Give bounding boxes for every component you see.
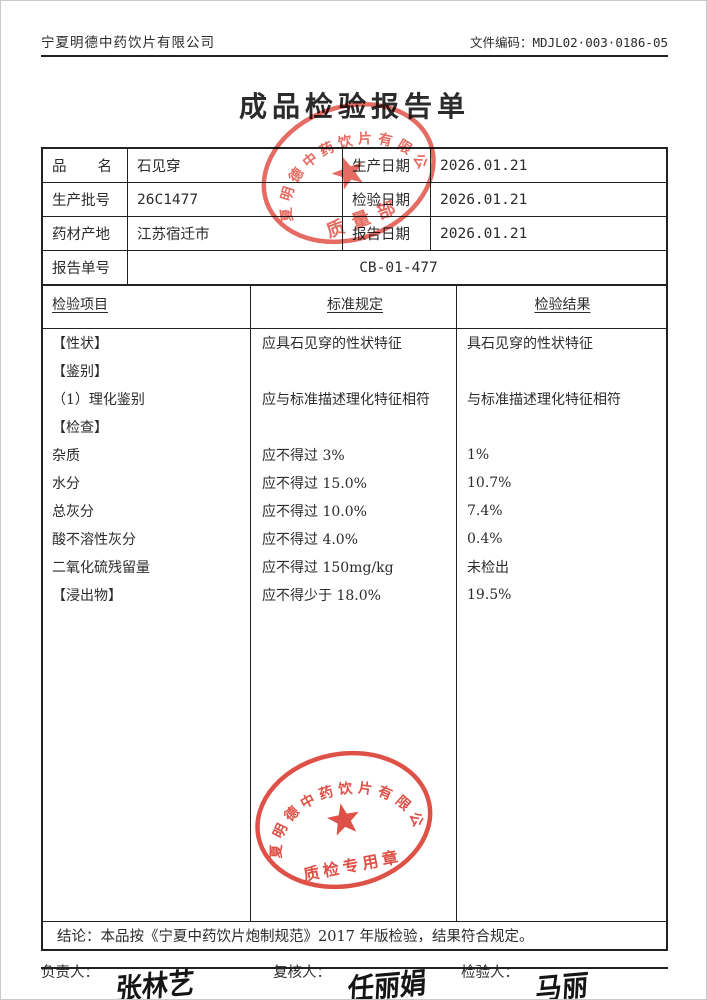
empty-cell bbox=[457, 609, 666, 921]
standard-cell: 应不得少于 18.0% bbox=[251, 581, 457, 609]
standard-cell: 应不得过 15.0% bbox=[251, 469, 457, 497]
item-cell: 二氧化硫残留量 bbox=[43, 553, 251, 581]
responsible-person: 负责人： 张林艺 bbox=[41, 961, 273, 999]
result-cell: 未检出 bbox=[467, 560, 509, 576]
footer-rule bbox=[41, 967, 668, 969]
item-cell: 【鉴别】 bbox=[43, 357, 251, 385]
report-date-value: 2026.01.21 bbox=[440, 225, 528, 242]
result-cell: 19.5% bbox=[467, 587, 512, 603]
result-cell: 具石见穿的性状特征 bbox=[467, 336, 593, 352]
result-cell: 与标准描述理化特征相符 bbox=[467, 392, 621, 408]
standard-cell: 应具石见穿的性状特征 bbox=[251, 329, 457, 357]
table-header-row: 检验项目 标准规定 检验结果 bbox=[43, 286, 666, 329]
origin-value: 江苏宿迁市 bbox=[128, 217, 343, 250]
doc-code-label: 文件编码： bbox=[470, 35, 533, 50]
item-cell: 【浸出物】 bbox=[43, 581, 251, 609]
item-cell: （1）理化鉴别 bbox=[43, 385, 251, 413]
standard-cell bbox=[251, 413, 457, 441]
field-label: 生产日期 bbox=[343, 149, 431, 182]
standard-cell: 应不得过 4.0% bbox=[251, 525, 457, 553]
doc-code: 文件编码：MDJL02·003·0186-05 bbox=[470, 32, 668, 51]
table-row: 报告单号 CB-01-477 bbox=[43, 251, 666, 284]
result-cell: 7.4% bbox=[467, 503, 503, 519]
item-cell: 水分 bbox=[43, 469, 251, 497]
company-name: 宁夏明德中药饮片有限公司 bbox=[41, 35, 215, 51]
conclusion-row: 结论： 本品按《宁夏中药饮片炮制规范》2017 年版检验，结果符合规定。 bbox=[43, 921, 666, 949]
column-header: 检验项目 bbox=[43, 286, 251, 328]
standard-cell bbox=[251, 357, 457, 385]
table-row: 药材产地 江苏宿迁市 报告日期 2026.01.21 bbox=[43, 217, 666, 251]
inspector-person: 检验人： 马丽 bbox=[461, 961, 589, 999]
table-row: 【鉴别】 bbox=[43, 357, 666, 385]
table-row: 总灰分 应不得过 10.0% 7.4% bbox=[43, 497, 666, 525]
conclusion-label: 结论： bbox=[57, 929, 101, 945]
table-row: 酸不溶性灰分 应不得过 4.0% 0.4% bbox=[43, 525, 666, 553]
item-cell: 杂质 bbox=[43, 441, 251, 469]
report-no-label: 报告单号 bbox=[43, 251, 128, 284]
header-text: 检验结果 bbox=[534, 297, 591, 313]
signature-label: 检验人： bbox=[461, 965, 519, 981]
table-row: 杂质 应不得过 3% 1% bbox=[43, 441, 666, 469]
field-label: 药材产地 bbox=[43, 217, 128, 250]
product-name-value: 石见穿 bbox=[128, 149, 343, 182]
field-label: 报告日期 bbox=[343, 217, 431, 250]
empty-cell bbox=[43, 609, 251, 921]
table-row: 【检查】 bbox=[43, 413, 666, 441]
page-header: 宁夏明德中药饮片有限公司 文件编码：MDJL02·003·0186-05 bbox=[41, 1, 668, 51]
conclusion-text: 本品按《宁夏中药饮片炮制规范》2017 年版检验，结果符合规定。 bbox=[100, 929, 534, 945]
info-table: 品名 石见穿 生产日期 2026.01.21 生产批号 26C1477 检验日期… bbox=[41, 147, 668, 284]
table-row: 【浸出物】 应不得少于 18.0% 19.5% bbox=[43, 581, 666, 609]
production-date-value: 2026.01.21 bbox=[440, 157, 528, 174]
reviewer-person: 复核人： 任丽娟 bbox=[273, 961, 461, 999]
empty-cell bbox=[251, 609, 457, 921]
signature-label: 负责人： bbox=[41, 965, 99, 981]
doc-code-value: MDJL02·003·0186-05 bbox=[532, 35, 668, 50]
result-cell bbox=[457, 357, 666, 385]
column-header: 检验结果 bbox=[457, 286, 666, 328]
item-cell: 【性状】 bbox=[43, 329, 251, 357]
label-text: 品名 bbox=[52, 159, 112, 175]
standard-cell: 应不得过 150mg/kg bbox=[251, 553, 457, 581]
table-row: （1）理化鉴别 应与标准描述理化特征相符 与标准描述理化特征相符 bbox=[43, 385, 666, 413]
item-cell: 酸不溶性灰分 bbox=[43, 525, 251, 553]
table-row: 二氧化硫残留量 应不得过 150mg/kg 未检出 bbox=[43, 553, 666, 581]
standard-cell: 应与标准描述理化特征相符 bbox=[251, 385, 457, 413]
empty-table-area bbox=[43, 609, 666, 921]
item-cell: 【检查】 bbox=[43, 413, 251, 441]
header-text: 检验项目 bbox=[52, 297, 108, 313]
table-row: 生产批号 26C1477 检验日期 2026.01.21 bbox=[43, 183, 666, 217]
result-cell: 0.4% bbox=[467, 531, 503, 547]
header-rule bbox=[41, 55, 668, 57]
signature-row: 负责人： 张林艺 复核人： 任丽娟 检验人： 马丽 bbox=[41, 961, 668, 999]
page-title: 成品检验报告单 bbox=[238, 90, 470, 123]
table-row: 水分 应不得过 15.0% 10.7% bbox=[43, 469, 666, 497]
result-cell: 10.7% bbox=[467, 475, 512, 491]
column-header: 标准规定 bbox=[251, 286, 457, 328]
field-label: 检验日期 bbox=[343, 183, 431, 216]
field-label: 品名 bbox=[43, 149, 128, 182]
item-cell: 总灰分 bbox=[43, 497, 251, 525]
standard-cell: 应不得过 10.0% bbox=[251, 497, 457, 525]
inspection-date-value: 2026.01.21 bbox=[440, 191, 528, 208]
batch-no-value: 26C1477 bbox=[128, 183, 343, 216]
header-text: 标准规定 bbox=[327, 297, 383, 313]
result-cell bbox=[457, 413, 666, 441]
table-row: 【性状】 应具石见穿的性状特征 具石见穿的性状特征 bbox=[43, 329, 666, 357]
standard-cell: 应不得过 3% bbox=[251, 441, 457, 469]
table-row: 品名 石见穿 生产日期 2026.01.21 bbox=[43, 149, 666, 183]
result-cell: 1% bbox=[467, 447, 490, 463]
inspection-table: 检验项目 标准规定 检验结果 【性状】 应具石见穿的性状特征 具石见穿的性状特征… bbox=[41, 284, 668, 951]
field-label: 生产批号 bbox=[43, 183, 128, 216]
report-no-value: CB-01-477 bbox=[359, 259, 438, 276]
signature-label: 复核人： bbox=[273, 965, 331, 981]
